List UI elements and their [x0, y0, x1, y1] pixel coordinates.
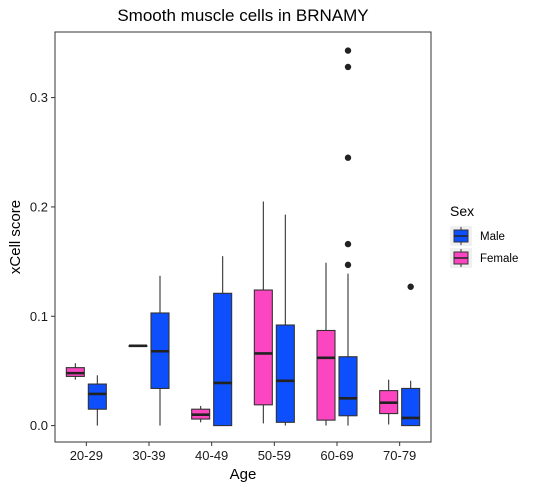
y-tick-label: 0.2: [30, 199, 48, 214]
outlier-point: [344, 47, 352, 54]
y-tick-label: 0.3: [30, 90, 48, 105]
x-tick-label: 40-49: [195, 448, 228, 463]
box-female-50-59: [253, 201, 273, 424]
y-tick-label: 0.0: [30, 418, 48, 433]
y-tick-label: 0.1: [30, 309, 48, 324]
box-female-70-79: [379, 379, 399, 425]
x-axis-title: Age: [230, 466, 257, 483]
box-male-60-69: [338, 47, 358, 426]
legend-label-female: Female: [480, 253, 518, 265]
box-female-20-29: [65, 363, 85, 380]
x-tick-label: 20-29: [70, 448, 103, 463]
box-female-40-49: [191, 405, 211, 423]
box-series: [65, 47, 421, 427]
box-body: [213, 292, 233, 427]
box-male-70-79: [401, 283, 421, 427]
x-tick-label: 30-39: [132, 448, 165, 463]
legend: Sex Male Female: [450, 203, 518, 268]
box-body: [401, 387, 421, 427]
outlier-point: [344, 154, 352, 161]
box-male-20-29: [87, 375, 107, 426]
box-body: [316, 329, 336, 421]
y-axis: 0.0 0.1 0.2 0.3: [30, 90, 55, 433]
chart-title: Smooth muscle cells in BRNAMY: [117, 6, 368, 25]
box-female-60-69: [316, 262, 336, 426]
box-body: [253, 289, 273, 406]
box-body: [338, 356, 358, 417]
outlier-point: [344, 240, 352, 248]
legend-title: Sex: [450, 203, 474, 219]
outlier-point: [344, 63, 352, 71]
outlier-point: [344, 261, 352, 269]
box-male-30-39: [150, 275, 170, 426]
legend-label-male: Male: [480, 231, 505, 243]
box-male-40-49: [213, 256, 233, 427]
box-body: [275, 324, 295, 423]
x-tick-label: 70-79: [383, 448, 416, 463]
plot-panel: [54, 31, 432, 443]
x-axis: 20-29 30-39 40-49 50-59 60-69 70-79: [70, 442, 416, 463]
box-female-30-39: [128, 344, 148, 348]
y-axis-title: xCell score: [7, 200, 24, 274]
outlier-point: [407, 283, 414, 290]
box-male-50-59: [275, 214, 295, 426]
box-body: [87, 383, 107, 410]
x-tick-label: 60-69: [320, 448, 353, 463]
x-tick-label: 50-59: [258, 448, 291, 463]
